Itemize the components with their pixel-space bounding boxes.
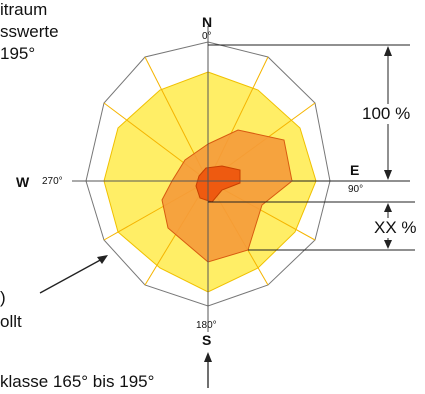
north-label: N — [202, 14, 213, 30]
outer-ring-pointer-line — [39, 257, 105, 294]
outer-measure-arrow-bottom — [384, 170, 392, 180]
left-text-line-2: sswerte — [0, 22, 59, 41]
south-degree-label: 180° — [196, 320, 217, 331]
orange-distribution-polygon — [161, 129, 293, 263]
left-text-line-1: itraum — [0, 0, 48, 19]
south-label: S — [202, 332, 212, 348]
left-text-line-4: ) — [0, 288, 6, 307]
inner-measure-arrow-top — [384, 203, 392, 212]
east-label: E — [350, 162, 360, 178]
outer-measure-arrow-top — [384, 46, 392, 56]
inner-measure-arrow-bottom — [384, 240, 392, 249]
left-text-line-5: ollt — [0, 312, 22, 331]
inner-measure-label: XX % — [374, 218, 417, 238]
outer-ring-pointer-arrowhead — [97, 255, 108, 264]
left-text-line-3: 195° — [0, 44, 36, 63]
bottom-class-pointer-arrowhead — [204, 352, 212, 362]
outer-measure-label: 100 % — [362, 104, 411, 124]
west-degree-label: 270° — [42, 176, 63, 187]
east-degree-label: 90° — [348, 184, 364, 195]
north-degree-label: 0° — [202, 31, 212, 42]
west-label: W — [16, 174, 30, 190]
bottom-caption: klasse 165° bis 195° — [0, 372, 155, 391]
